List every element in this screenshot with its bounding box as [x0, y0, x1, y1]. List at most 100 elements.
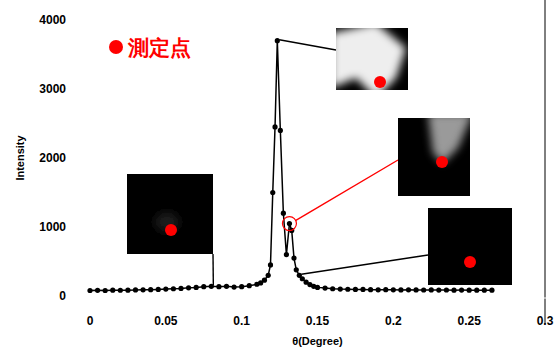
- point: [315, 285, 320, 290]
- point: [444, 287, 449, 292]
- point: [482, 288, 487, 293]
- chart: 0100020003000400000.050.10.150.20.250.3I…: [0, 0, 559, 354]
- point: [330, 286, 335, 291]
- x-tick-label: 0.15: [306, 314, 330, 328]
- point: [268, 262, 273, 267]
- point: [287, 221, 292, 226]
- point: [284, 252, 289, 257]
- point: [376, 287, 381, 292]
- point: [194, 285, 199, 290]
- point: [467, 288, 472, 293]
- x-tick: [90, 297, 91, 299]
- point: [272, 124, 277, 129]
- point: [275, 38, 280, 43]
- inset-dot: [165, 224, 177, 236]
- x-tick: [317, 297, 318, 299]
- point: [224, 284, 229, 289]
- x-tick: [241, 297, 242, 299]
- point: [489, 288, 494, 293]
- point: [368, 287, 373, 292]
- inset-glow: [428, 118, 470, 163]
- point: [171, 286, 176, 291]
- inset-image: [331, 23, 408, 98]
- point: [451, 288, 456, 293]
- point: [178, 286, 183, 291]
- point: [406, 287, 411, 292]
- leader-line: [212, 254, 214, 285]
- inset-dot: [464, 256, 476, 268]
- x-axis-label: θ(Degree): [292, 335, 343, 347]
- y-tick: [87, 20, 89, 21]
- inset-dot: [436, 156, 448, 168]
- x-tick-label: 0.2: [385, 314, 402, 328]
- y-tick: [87, 89, 89, 90]
- point: [398, 287, 403, 292]
- y-tick: [87, 296, 89, 297]
- point: [338, 287, 343, 292]
- x-tick: [545, 297, 546, 299]
- y-tick-label: 2000: [39, 151, 66, 165]
- point: [345, 287, 350, 292]
- point: [118, 288, 123, 293]
- point: [474, 288, 479, 293]
- point: [110, 288, 115, 293]
- highlight-circle: [282, 217, 296, 231]
- point: [436, 287, 441, 292]
- point: [421, 287, 426, 292]
- leader-line: [279, 40, 336, 50]
- inset-bg: [428, 208, 512, 285]
- annotation: 測定点: [127, 36, 191, 60]
- point: [216, 284, 221, 289]
- x-tick-label: 0.3: [537, 314, 554, 328]
- inset-bg: [127, 174, 213, 254]
- x-tick: [469, 297, 470, 299]
- point: [383, 287, 388, 292]
- x-tick-label: 0.05: [154, 314, 178, 328]
- point: [353, 287, 358, 292]
- inset-image: [127, 174, 213, 254]
- point: [231, 284, 236, 289]
- inset-content: [428, 118, 470, 163]
- point: [262, 278, 267, 283]
- x-tick: [393, 297, 394, 299]
- annotation-dot: [109, 40, 123, 54]
- y-axis-label: Intensity: [14, 135, 26, 181]
- inset-content: [336, 28, 406, 90]
- point: [140, 287, 145, 292]
- y-tick-label: 3000: [39, 82, 66, 96]
- x-tick-label: 0.1: [233, 314, 250, 328]
- inset-image: [428, 208, 512, 285]
- point: [360, 287, 365, 292]
- point: [95, 288, 100, 293]
- point: [266, 273, 271, 278]
- inset-dot: [374, 76, 386, 88]
- leader-line: [301, 255, 428, 274]
- y-tick: [87, 227, 89, 228]
- point: [278, 128, 283, 133]
- inset-glow: [336, 28, 406, 90]
- y-tick-label: 0: [59, 289, 66, 303]
- point: [413, 287, 418, 292]
- x-tick-label: 0.25: [457, 314, 481, 328]
- point: [148, 287, 153, 292]
- point: [186, 285, 191, 290]
- point: [87, 288, 92, 293]
- point: [281, 211, 286, 216]
- point: [156, 287, 161, 292]
- point: [322, 285, 327, 290]
- leader-line: [295, 160, 398, 221]
- point: [294, 267, 299, 272]
- frame-right: [545, 0, 546, 324]
- x-tick: [165, 297, 166, 299]
- point: [270, 190, 275, 195]
- point: [103, 288, 108, 293]
- inset-image: [398, 113, 473, 196]
- point: [429, 287, 434, 292]
- point: [163, 287, 168, 292]
- point: [247, 283, 252, 288]
- point: [291, 255, 296, 260]
- y-tick-label: 4000: [39, 13, 66, 27]
- point: [459, 287, 464, 292]
- point: [239, 284, 244, 289]
- point: [125, 288, 130, 293]
